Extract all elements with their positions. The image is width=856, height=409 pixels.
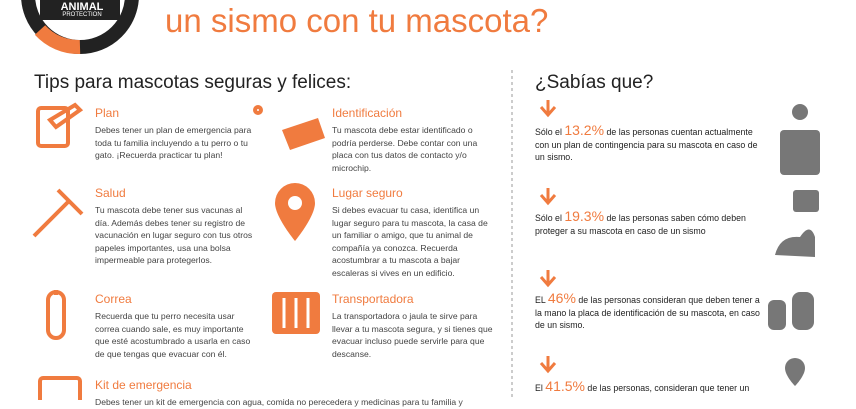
tip-text: Si debes evacuar tu casa, identifica un … [332,205,488,278]
fact-icons [768,104,820,386]
tip: Lugar seguro Si debes evacuar tu casa, id… [332,186,497,279]
tip-title: Plan [95,106,120,120]
fact: Sólo el 13.2% de las personas cuentan ac… [535,122,760,164]
pin-hole [288,196,302,210]
tip-title: Transportadora [332,292,414,306]
fact-post: de las personas cuentan actualmente con … [535,127,758,162]
chain-icon [253,105,263,115]
fact-pre: Sólo el [535,127,565,137]
tip-text: Tu mascota debe estar identificado o pod… [332,125,478,173]
graphics [21,0,820,400]
tip-title: Identificación [332,106,403,120]
tip: Plan Debes tener un plan de emergencia pa… [95,106,255,162]
kit-icon [38,376,82,400]
tip: Kit de emergencia Debes tener un kit de e… [95,378,495,409]
syringe-icon [32,188,84,238]
plan-icon [36,106,70,148]
tip-text: La transportadora o jaula te sirve para … [332,311,493,359]
tip-title: Kit de emergencia [95,378,192,392]
tip: Salud Tu mascota debe tener sus vacunas a… [95,186,255,267]
title: un sismo con tu mascota? [165,2,549,39]
logo-accent [34,25,81,54]
tip-text: Tu mascota debe tener sus vacunas al día… [95,205,253,265]
tip-title: Lugar seguro [332,186,403,200]
fact-post: de las personas, consideran que tener un [584,383,750,393]
fact: El 41.5% de las personas, consideran que… [535,378,760,395]
tip-title: Correa [95,292,132,306]
logo-text: ANIMAL [60,1,104,13]
fact: Sólo el 19.3% de las personas saben cómo… [535,208,760,237]
logo-sub: PROTECTION [62,12,102,18]
fact-pct: 41.5% [545,378,585,394]
tips-heading: Tips para mascotas seguras y felices: [34,72,352,93]
fact-pct: 46% [547,290,576,306]
tip-text: Recuerda que tu perro necesita usar corr… [95,311,251,359]
tip-text: Debes tener un kit de emergencia con agu… [95,397,463,407]
fact-pre: EL [535,295,548,305]
pencil-icon [46,102,84,130]
fact-arrows [539,100,557,374]
tip-icons [32,102,263,400]
fact-post: de las personas saben cómo deben protege… [535,213,746,236]
carrier-bars [282,298,310,328]
tip: Correa Recuerda que tu perro necesita usa… [95,292,255,360]
tag-icon [282,118,325,150]
tip: Identificación Tu mascota debe estar iden… [332,106,497,174]
leash-icon [46,290,66,340]
page: {"header":{"logo":"ANIMAL","logo_sub":"P… [21,0,820,407]
fact: EL 46% de las personas consideran que de… [535,290,760,332]
tip-title: Salud [95,186,126,200]
fact-pre: El [535,383,546,393]
tip-text: Debes tener un plan de emergencia para t… [95,125,252,160]
fact-pct: 13.2% [564,122,605,138]
pin-icon [275,183,315,241]
logo-bg [40,0,120,20]
tip: Transportadora La transportadora o jaula … [332,292,497,360]
facts-heading: ¿Sabías que? [535,72,654,93]
fact-post: de las personas consideran que deben ten… [535,295,760,330]
fact-pct: 19.3% [564,208,605,224]
fact-pre: Sólo el [535,213,565,223]
